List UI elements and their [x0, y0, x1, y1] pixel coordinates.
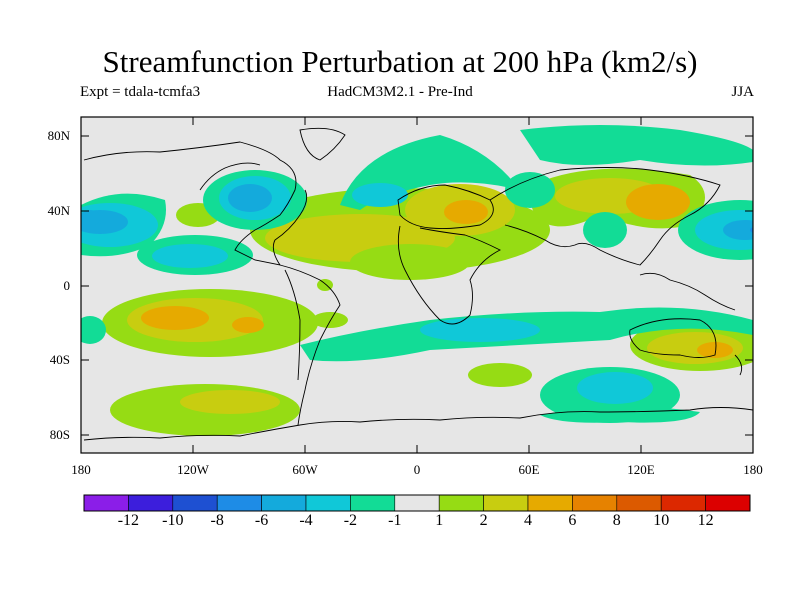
- colorbar-swatch: [128, 494, 174, 512]
- lat-label-40s: 40S: [49, 352, 70, 367]
- lon-label-180e: 180: [743, 462, 763, 477]
- model-label: HadCM3M2.1 - Pre-Ind: [327, 84, 473, 100]
- coast-north-america: [83, 141, 308, 266]
- coast-new-zealand: [734, 354, 743, 376]
- lat-label-40n: 40N: [47, 203, 70, 218]
- colorbar-label: 12: [697, 512, 714, 529]
- lon-label-120e: 120E: [627, 462, 655, 477]
- lat-label-80s: 80S: [49, 427, 70, 442]
- colorbar-swatch: [616, 494, 662, 512]
- coast-antarctica: [299, 407, 753, 426]
- coast-australia: [629, 318, 717, 358]
- colorbar-label: 1: [435, 512, 444, 529]
- colorbar-label: 10: [653, 512, 670, 529]
- colorbar-swatch: [572, 494, 618, 512]
- lon-label-120w: 120W: [177, 462, 209, 477]
- coast-africa: [397, 225, 502, 325]
- colorbar-label: -12: [117, 512, 140, 529]
- experiment-label: Expt = tdala-tcmfa3: [80, 84, 201, 100]
- colorbar-swatch: [261, 494, 307, 512]
- colorbar-swatch: [83, 494, 129, 512]
- colorbar-swatch: [305, 494, 351, 512]
- lon-label-60e: 60E: [518, 462, 540, 477]
- contour-arctic: [520, 125, 753, 166]
- chart-title: Streamfunction Perturbation at 200 hPa (…: [102, 44, 698, 79]
- season-label: JJA: [731, 84, 754, 100]
- colorbar-label: -6: [254, 512, 269, 529]
- colorbar-swatch: [438, 494, 484, 512]
- colorbar-swatch: [394, 494, 440, 512]
- colorbar-label: 6: [568, 512, 577, 529]
- colorbar-label: -4: [299, 512, 313, 529]
- lon-label-180w: 180: [71, 462, 91, 477]
- lon-label-60w: 60W: [292, 462, 318, 477]
- colorbar-label: 2: [479, 512, 488, 529]
- contour-fields: [81, 125, 753, 436]
- colorbar-label: -1: [388, 512, 402, 529]
- colorbar-swatch: [172, 494, 218, 512]
- lat-label-80n: 80N: [47, 128, 70, 143]
- lat-label-0: 0: [63, 278, 71, 293]
- colorbar-label: 4: [524, 512, 532, 529]
- colorbar-swatch: [483, 494, 529, 512]
- colorbar-swatch: [660, 494, 706, 512]
- colorbar-label: 8: [612, 512, 621, 529]
- coast-europe: [397, 184, 494, 230]
- colorbar-label: -8: [210, 512, 224, 529]
- axis-ticks: [81, 117, 753, 453]
- colorbar-swatch: [350, 494, 396, 512]
- colorbar: [83, 494, 751, 512]
- coast-south-america: [279, 264, 341, 426]
- colorbar-swatch: [705, 494, 751, 512]
- colorbar-frame: [83, 494, 751, 512]
- colorbar-swatch: [527, 494, 573, 512]
- coast-greenland: [299, 127, 346, 161]
- coastlines: [83, 127, 753, 441]
- colorbar-swatch: [216, 494, 262, 512]
- lon-label-0: 0: [413, 462, 421, 477]
- coast-asia: [489, 167, 721, 266]
- colorbar-label: -2: [343, 512, 358, 529]
- colorbar-label: -10: [162, 512, 184, 529]
